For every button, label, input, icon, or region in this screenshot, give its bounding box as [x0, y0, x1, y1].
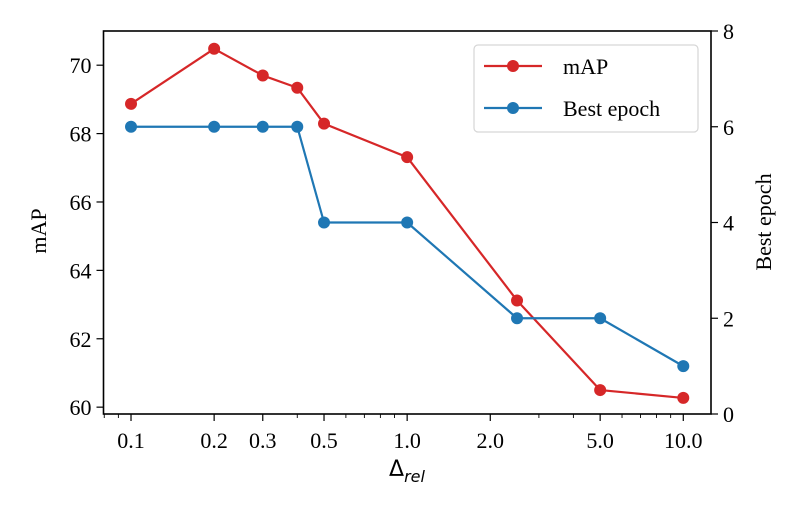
x-tick-label: 5.0: [586, 428, 614, 453]
data-point-map: [594, 384, 607, 397]
y-tick-label: 60: [70, 395, 92, 420]
y2-tick-label: 4: [723, 211, 734, 236]
y-axis-right: 0 2 4 6 8: [711, 19, 734, 427]
data-point-best-epoch: [511, 312, 524, 325]
data-point-best-epoch: [401, 216, 414, 229]
y-axis-title-right: Best epoch: [751, 173, 776, 270]
data-point-best-epoch: [125, 120, 138, 133]
legend-item-map: mAP: [484, 54, 608, 79]
data-point-best-epoch: [318, 216, 331, 229]
data-point-map: [208, 42, 221, 55]
x-axis-title: Δrel: [389, 457, 425, 486]
legend-marker: [507, 102, 519, 114]
x-tick-label: 0.3: [249, 428, 277, 453]
x-tick-label: 2.0: [477, 428, 505, 453]
data-point-best-epoch: [256, 120, 269, 133]
x-tick-label: 10.0: [664, 428, 703, 453]
legend-label: Best epoch: [563, 96, 660, 121]
data-point-map: [125, 97, 138, 110]
legend: mAP Best epoch: [473, 44, 699, 133]
data-point-map: [256, 69, 269, 82]
series-best-epoch: [125, 120, 690, 373]
data-point-map: [677, 391, 690, 404]
x-axis-title-symbol: Δ: [389, 457, 404, 482]
plot-lines: [125, 42, 690, 404]
y2-tick-label: 8: [723, 19, 734, 44]
x-tick-label: 0.5: [310, 428, 338, 453]
data-point-map: [401, 151, 414, 164]
series-map: [125, 42, 690, 404]
data-point-map: [318, 117, 331, 130]
legend-item-best-epoch: Best epoch: [484, 96, 660, 121]
x-tick-label: 0.2: [200, 428, 228, 453]
data-point-map: [511, 294, 524, 307]
y2-tick-label: 6: [723, 115, 734, 140]
legend-marker: [507, 60, 519, 72]
data-point-best-epoch: [677, 360, 690, 373]
legend-label: mAP: [563, 54, 608, 79]
y-tick-label: 62: [70, 327, 92, 352]
y-tick-label: 66: [70, 190, 92, 215]
x-tick-label: 1.0: [393, 428, 421, 453]
y-tick-label: 68: [70, 122, 92, 147]
data-point-best-epoch: [594, 312, 607, 325]
y-tick-label: 64: [70, 258, 92, 283]
y2-tick-label: 0: [723, 402, 734, 427]
data-point-best-epoch: [208, 120, 221, 133]
x-axis-title-subscript: rel: [404, 467, 425, 486]
y2-tick-label: 2: [723, 306, 734, 331]
y-tick-label: 70: [70, 53, 92, 78]
x-axis: 0.1 0.2 0.3 0.5 1.0 2.0 5.0 10.0: [103, 414, 703, 453]
y-axis-left: 60 62 64 66 68 70: [70, 53, 104, 420]
data-point-best-epoch: [291, 120, 304, 133]
data-point-map: [291, 81, 304, 94]
x-tick-label: 0.1: [117, 428, 145, 453]
y-axis-title-left: mAP: [26, 208, 51, 253]
